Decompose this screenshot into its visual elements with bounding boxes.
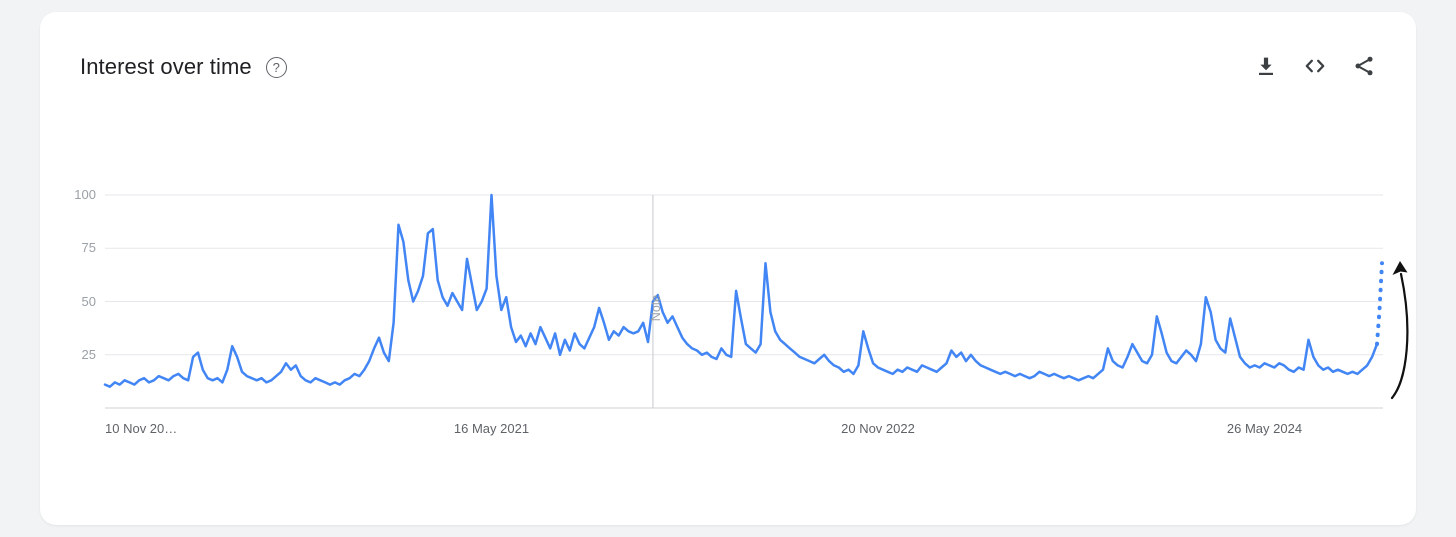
download-icon[interactable] (1254, 54, 1278, 78)
share-icon[interactable] (1352, 54, 1376, 78)
upward-arrow-annotation (1392, 261, 1408, 275)
widget-actions (1254, 54, 1376, 78)
interest-over-time-card: Interest over time ? 100 75 50 2 (40, 12, 1416, 525)
help-icon[interactable]: ? (265, 56, 287, 78)
interest-over-time-chart[interactable]: 100 75 50 25 10 Nov 20… 16 May 2021 20 Nov 202… (40, 12, 1416, 525)
embed-icon[interactable] (1303, 54, 1327, 78)
widget-header: Interest over time ? (80, 54, 287, 80)
note-label[interactable]: Note (648, 294, 663, 322)
widget-title: Interest over time (80, 54, 252, 79)
chart-canvas[interactable] (40, 12, 1416, 525)
